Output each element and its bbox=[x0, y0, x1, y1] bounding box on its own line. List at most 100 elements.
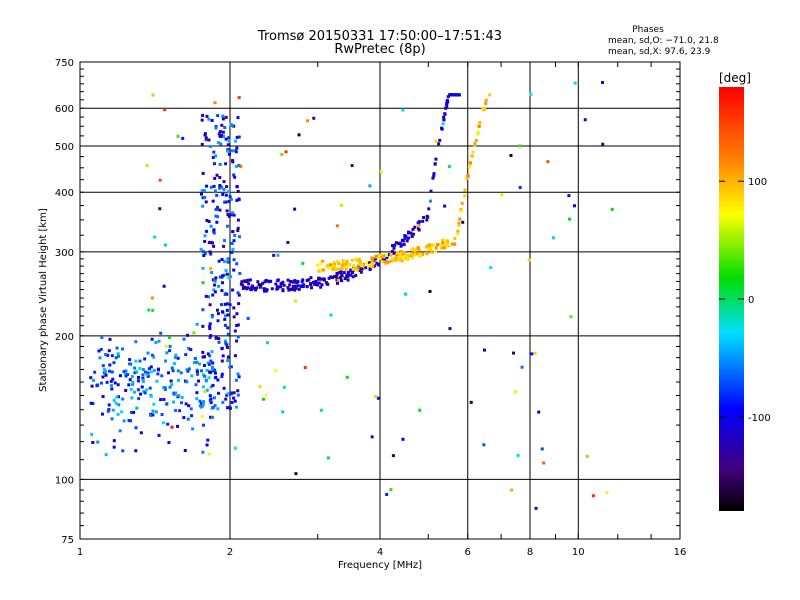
y-tick-labels: 75 100 200 300 400 500 600 750 bbox=[55, 58, 74, 546]
data-point bbox=[381, 254, 385, 258]
data-point bbox=[421, 252, 425, 256]
data-point bbox=[201, 385, 205, 389]
data-point bbox=[205, 114, 209, 118]
data-point bbox=[220, 123, 224, 127]
data-point bbox=[379, 170, 383, 174]
y-tick-label: 75 bbox=[61, 535, 74, 546]
data-point bbox=[355, 269, 359, 273]
data-point bbox=[348, 263, 352, 267]
data-point bbox=[262, 287, 266, 291]
data-point bbox=[335, 259, 339, 263]
data-point bbox=[111, 408, 115, 412]
data-point bbox=[378, 254, 382, 258]
data-point bbox=[397, 258, 401, 262]
data-point bbox=[109, 384, 113, 388]
data-point bbox=[150, 337, 154, 341]
data-point bbox=[349, 273, 353, 277]
data-point bbox=[417, 254, 421, 258]
colorbar-tick-label: 100 bbox=[748, 177, 767, 188]
data-point bbox=[189, 348, 193, 352]
data-point bbox=[110, 370, 114, 374]
data-point bbox=[610, 207, 614, 211]
data-point bbox=[368, 268, 372, 272]
data-point bbox=[195, 397, 199, 401]
data-point bbox=[342, 262, 346, 266]
data-point bbox=[128, 378, 132, 382]
data-point bbox=[316, 263, 320, 267]
data-point bbox=[157, 433, 161, 437]
data-point bbox=[179, 401, 183, 405]
data-point bbox=[216, 319, 220, 323]
data-point bbox=[325, 264, 329, 268]
data-point bbox=[336, 278, 340, 282]
data-point bbox=[211, 199, 215, 203]
data-point bbox=[173, 356, 177, 360]
data-point bbox=[426, 247, 430, 251]
data-point bbox=[116, 412, 120, 416]
data-point bbox=[226, 392, 230, 396]
data-point bbox=[413, 253, 417, 257]
data-point bbox=[302, 283, 306, 287]
data-point bbox=[208, 335, 212, 339]
data-point bbox=[356, 266, 360, 270]
data-point bbox=[215, 308, 219, 312]
data-point bbox=[164, 359, 168, 363]
data-point bbox=[198, 404, 202, 408]
data-point bbox=[279, 282, 283, 286]
data-point bbox=[213, 189, 217, 193]
data-point bbox=[136, 375, 140, 379]
data-point bbox=[168, 385, 172, 389]
data-point bbox=[111, 377, 115, 381]
data-point bbox=[236, 116, 240, 120]
data-point bbox=[211, 293, 215, 297]
data-point bbox=[371, 262, 375, 266]
data-point bbox=[126, 373, 130, 377]
data-point bbox=[442, 115, 446, 119]
data-point bbox=[311, 280, 315, 284]
data-point bbox=[106, 409, 110, 413]
data-point bbox=[136, 379, 140, 383]
data-point bbox=[204, 229, 208, 233]
data-point bbox=[288, 283, 292, 287]
data-point bbox=[321, 259, 325, 263]
data-point bbox=[132, 410, 136, 414]
data-point bbox=[237, 302, 241, 306]
data-point bbox=[319, 285, 323, 289]
data-point bbox=[293, 288, 297, 292]
data-point bbox=[218, 208, 222, 212]
data-point bbox=[385, 260, 389, 264]
data-point bbox=[145, 164, 149, 168]
data-point bbox=[232, 396, 236, 400]
data-point bbox=[383, 258, 387, 262]
data-point bbox=[163, 386, 167, 390]
data-point bbox=[344, 263, 348, 267]
data-point bbox=[109, 379, 113, 383]
data-point bbox=[391, 454, 395, 458]
data-point bbox=[345, 259, 349, 263]
data-point bbox=[236, 218, 240, 222]
data-point bbox=[434, 139, 438, 143]
data-point bbox=[110, 417, 114, 421]
data-point bbox=[93, 370, 97, 374]
data-point bbox=[108, 369, 112, 373]
data-point bbox=[209, 267, 213, 271]
data-point bbox=[476, 132, 480, 136]
data-point bbox=[143, 357, 147, 361]
data-point bbox=[540, 447, 544, 451]
data-point bbox=[209, 397, 213, 401]
data-point bbox=[290, 287, 294, 291]
data-point bbox=[233, 399, 237, 403]
data-point bbox=[107, 403, 111, 407]
data-point bbox=[114, 401, 118, 405]
data-point bbox=[124, 369, 128, 373]
data-point bbox=[200, 404, 204, 408]
data-point bbox=[213, 279, 217, 283]
data-point bbox=[159, 398, 163, 402]
data-point bbox=[149, 395, 153, 399]
data-point bbox=[367, 263, 371, 267]
data-point bbox=[339, 203, 343, 207]
data-point bbox=[157, 339, 161, 343]
data-point bbox=[401, 253, 405, 257]
data-point bbox=[159, 331, 163, 335]
data-point bbox=[221, 130, 225, 134]
